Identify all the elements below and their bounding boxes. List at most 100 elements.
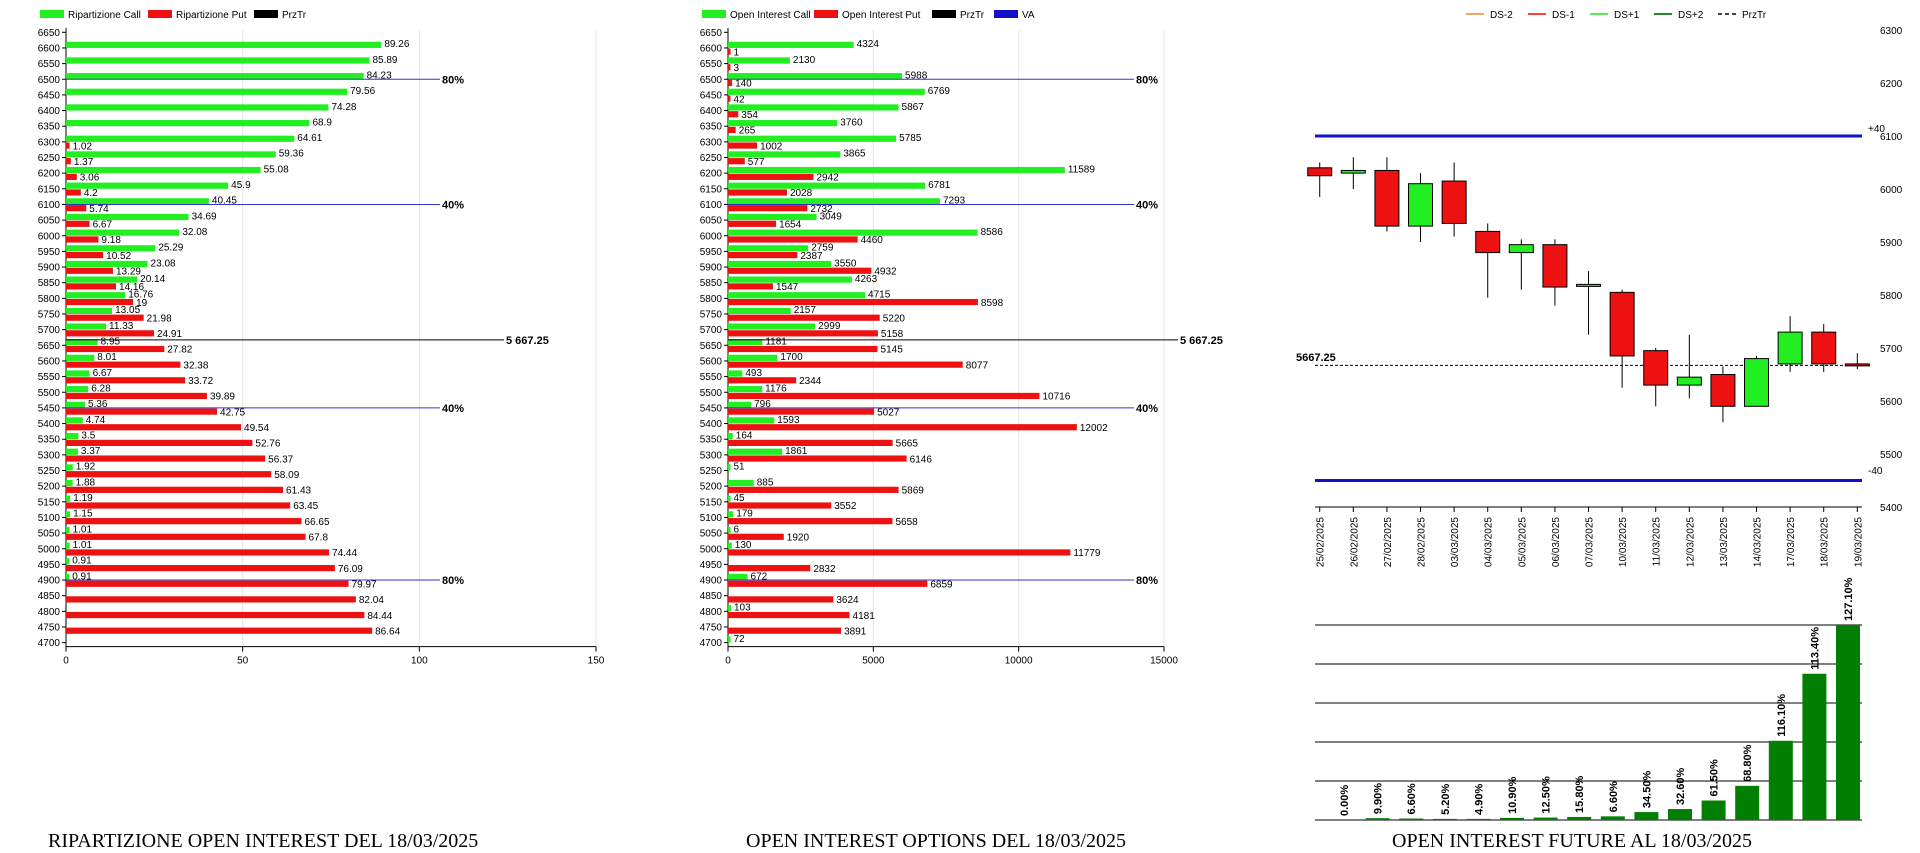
y-tick-label: 5950: [700, 247, 723, 258]
call-bar: [728, 229, 978, 236]
legend-swatch-call: [40, 10, 64, 18]
future-bar-label: 68.80%: [1742, 744, 1754, 782]
candles-series: [1307, 157, 1870, 423]
put-bar: [66, 205, 87, 212]
put-bar: [66, 158, 71, 165]
put-bar: [66, 408, 218, 415]
x-tick-label: 50: [237, 656, 249, 667]
call-bar: [66, 120, 310, 127]
put-bar: [728, 48, 731, 55]
future-bar-label: 0.00%: [1339, 785, 1351, 816]
candles-x-tick-label: 07/03/2025: [1585, 517, 1596, 567]
call-bar: [728, 73, 903, 80]
y-tick-label: 5550: [38, 372, 61, 383]
put-data-label: 3.06: [80, 173, 100, 184]
future-bar: [1634, 812, 1659, 820]
legend-label-oi-put: Open Interest Put: [842, 10, 921, 21]
y-tick-label: 5650: [700, 341, 723, 352]
put-data-label: 2028: [790, 188, 813, 199]
call-data-label: 85.89: [372, 55, 397, 66]
call-data-label: 1861: [785, 446, 808, 457]
put-data-label: 2344: [799, 376, 822, 387]
put-bar: [728, 486, 899, 493]
y-tick-label: 5400: [38, 419, 61, 430]
put-data-label: 3624: [836, 595, 859, 606]
put-bar: [66, 580, 349, 587]
call-bar: [728, 636, 731, 643]
call-data-label: 0.91: [72, 556, 92, 567]
future-bar: [1735, 785, 1760, 820]
future-bar-label: 113.40%: [1809, 627, 1821, 670]
put-data-label: 76.09: [338, 564, 363, 575]
call-data-label: 45: [734, 493, 746, 504]
call-data-label: 4263: [855, 274, 878, 285]
put-bar: [728, 267, 872, 274]
y-tick-label: 5000: [38, 544, 61, 555]
put-bar: [728, 533, 784, 540]
y-tick-label: 5700: [700, 325, 723, 336]
call-bar: [66, 213, 189, 221]
future-bar: [1668, 809, 1692, 820]
call-bar: [66, 495, 71, 502]
call-data-label: 84.23: [367, 70, 392, 81]
y-tick-label: 5850: [700, 278, 723, 289]
candles-y-tick-label: 5600: [1880, 397, 1903, 408]
y-tick-label: 5750: [700, 310, 723, 321]
put-data-label: 1002: [760, 141, 783, 152]
put-data-label: 8077: [966, 360, 989, 371]
call-data-label: 4715: [868, 290, 891, 301]
percent-marker-label: 80%: [442, 74, 464, 86]
y-tick-label: 4750: [700, 623, 723, 634]
call-data-label: 40.45: [212, 196, 237, 207]
call-bar: [728, 573, 748, 581]
future-bar: [1802, 673, 1827, 820]
put-bar: [728, 596, 834, 603]
y-tick-label: 4850: [700, 591, 723, 602]
put-data-label: 58.09: [274, 470, 299, 481]
call-data-label: 51: [734, 462, 746, 473]
y-tick-label: 6000: [38, 231, 61, 242]
call-data-label: 5867: [902, 102, 925, 113]
call-data-label: 1.19: [73, 493, 93, 504]
future-bar: [1701, 800, 1726, 820]
put-data-label: 5.74: [89, 204, 109, 215]
put-data-label: 11779: [1073, 548, 1101, 559]
put-data-label: 21.98: [147, 313, 172, 324]
candles-y-tick-label: 5900: [1880, 238, 1903, 249]
future-bar-label: 6.60%: [1608, 781, 1620, 812]
candles-upper-label: +40: [1868, 124, 1885, 135]
call-bar: [66, 526, 70, 534]
put-bar: [66, 518, 302, 525]
put-data-label: 10716: [1042, 392, 1070, 403]
legend-swatch-prztr: [254, 10, 278, 18]
y-tick-label: 6350: [38, 122, 61, 133]
call-bar: [66, 386, 89, 393]
put-data-label: 12002: [1080, 423, 1108, 434]
future-bar-label: 15.80%: [1574, 775, 1586, 813]
put-bar: [728, 298, 978, 306]
put-bar: [66, 173, 77, 180]
call-bar: [66, 104, 329, 111]
y-tick-label: 5350: [38, 435, 61, 446]
y-tick-label: 6400: [38, 106, 61, 117]
call-bar: [728, 605, 731, 612]
call-bar: [66, 151, 276, 158]
call-data-label: 34.69: [192, 211, 217, 222]
price-line-label: 5 667.25: [1180, 335, 1223, 347]
put-bar: [66, 361, 181, 368]
future-bar-label: 34.50%: [1641, 771, 1653, 809]
y-tick-label: 4700: [38, 638, 61, 649]
call-bar: [728, 370, 743, 377]
put-data-label: 265: [739, 126, 756, 137]
put-data-label: 6146: [910, 454, 933, 465]
call-bar: [728, 495, 731, 502]
put-data-label: 52.76: [255, 439, 280, 450]
y-tick-label: 6500: [38, 75, 61, 86]
put-bar: [66, 533, 306, 540]
y-tick-label: 6150: [700, 184, 723, 195]
call-data-label: 59.36: [279, 149, 304, 160]
candles-y-tick-label: 6000: [1880, 185, 1903, 196]
future-bar-label: 6.60%: [1406, 783, 1418, 814]
x-tick-label: 150: [588, 656, 605, 667]
call-data-label: 1176: [765, 383, 787, 394]
